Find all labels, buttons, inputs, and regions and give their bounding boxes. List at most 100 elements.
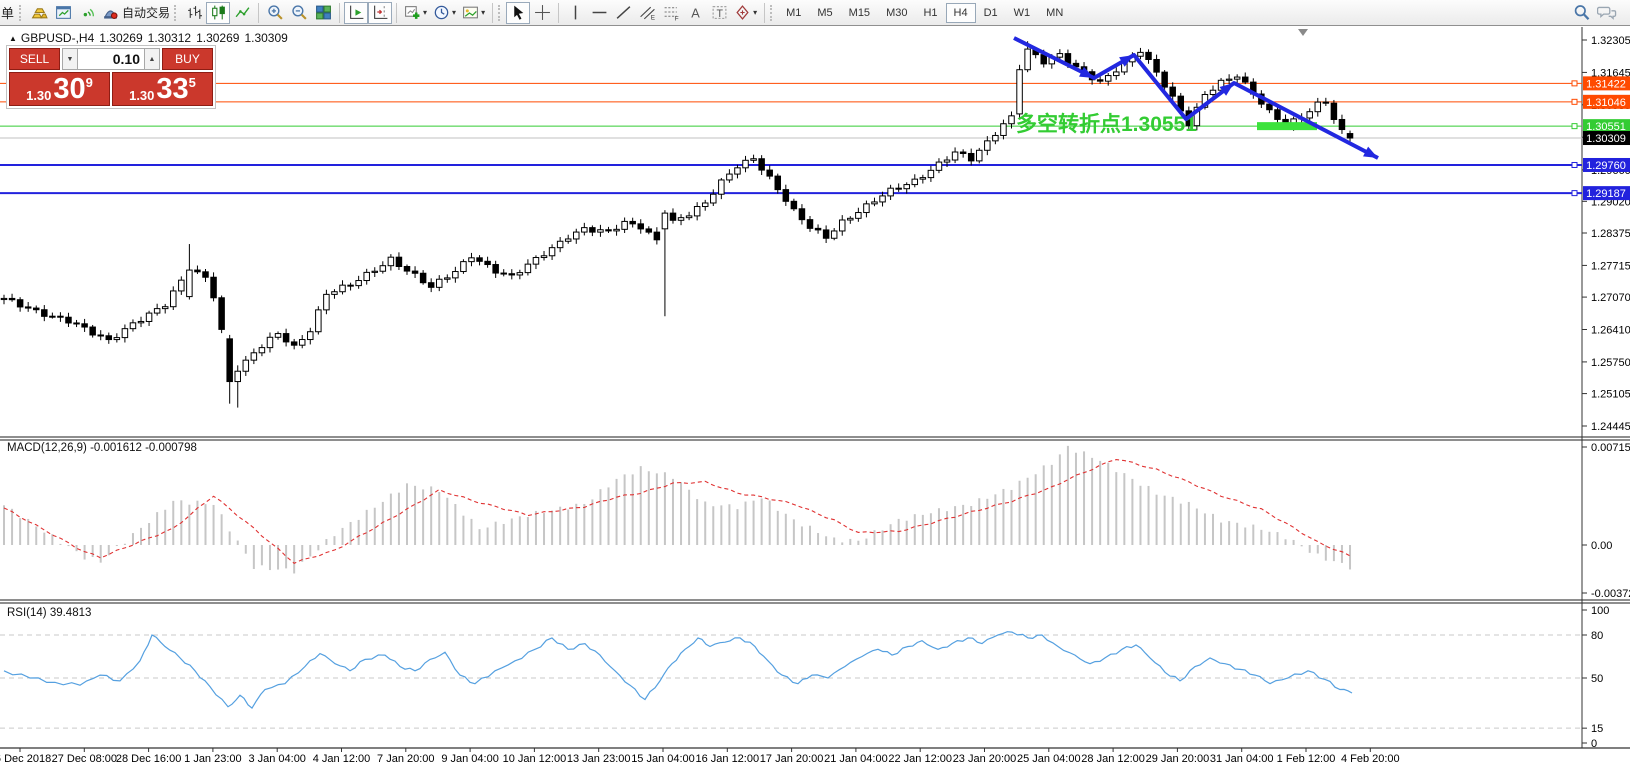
chart-shift-icon[interactable] bbox=[368, 1, 393, 24]
arrows-tool-button[interactable]: ▾ bbox=[731, 2, 760, 24]
svg-text:9 Jan 04:00: 9 Jan 04:00 bbox=[441, 753, 499, 765]
toolbar-separator bbox=[396, 2, 398, 23]
autotrading-button[interactable]: 自动交易 bbox=[99, 2, 173, 24]
sell-price-prefix: 1.30 bbox=[26, 88, 52, 103]
periods-button[interactable]: ▾ bbox=[430, 2, 459, 24]
toolbar-separator bbox=[339, 2, 341, 23]
svg-text:1.27070: 1.27070 bbox=[1591, 292, 1630, 304]
chevron-down-icon: ▾ bbox=[753, 8, 758, 17]
zoom-in-icon[interactable] bbox=[263, 2, 287, 24]
zoom-out-icon[interactable] bbox=[287, 2, 311, 24]
cursor-tool-icon[interactable] bbox=[506, 1, 531, 24]
gold-bars-icon[interactable] bbox=[27, 2, 51, 24]
text-label-tool-icon[interactable]: T bbox=[707, 2, 731, 24]
crosshair-tool-icon[interactable] bbox=[530, 2, 554, 24]
sell-price-big-digits: 30 bbox=[53, 73, 86, 106]
svg-text:F: F bbox=[674, 15, 678, 21]
horizontal-line-tool-icon[interactable] bbox=[587, 2, 611, 24]
timeframe-button-m15[interactable]: M15 bbox=[841, 3, 878, 23]
svg-text:0: 0 bbox=[1591, 738, 1597, 750]
svg-text:26 Dec 2018: 26 Dec 2018 bbox=[0, 753, 51, 765]
lot-size-input[interactable] bbox=[78, 48, 144, 70]
timeframe-button-mn[interactable]: MN bbox=[1038, 3, 1071, 23]
buy-price-prefix: 1.30 bbox=[129, 88, 155, 103]
lot-size-stepper: ▼ ▲ bbox=[62, 48, 160, 70]
timeframe-button-h4[interactable]: H4 bbox=[945, 2, 976, 23]
svg-text:1.25105: 1.25105 bbox=[1591, 389, 1630, 401]
toolbar-grip bbox=[498, 4, 503, 21]
rsi-label: RSI(14) 39.4813 bbox=[7, 607, 91, 619]
templates-button[interactable]: ▾ bbox=[459, 2, 488, 24]
bar-chart-type-icon[interactable] bbox=[182, 2, 206, 24]
new-chart-icon bbox=[405, 6, 420, 19]
buy-price-big-digits: 33 bbox=[156, 73, 189, 106]
svg-text:1.31046: 1.31046 bbox=[1586, 97, 1626, 109]
sell-price-button[interactable]: 1.30 30 9 bbox=[9, 72, 110, 106]
chevron-down-icon: ▾ bbox=[481, 8, 486, 17]
trendline-tool-icon[interactable] bbox=[611, 2, 635, 24]
sell-price-pipette: 9 bbox=[85, 75, 93, 90]
timeframe-button-h1[interactable]: H1 bbox=[915, 3, 945, 23]
chart-window-icon[interactable] bbox=[51, 2, 75, 24]
svg-text:1.30309: 1.30309 bbox=[1586, 133, 1626, 145]
pane-separators bbox=[0, 27, 1630, 749]
text-tool-icon[interactable]: A bbox=[683, 2, 707, 24]
shapes-icon bbox=[736, 5, 749, 20]
macd-label: MACD(12,26,9) -0.001612 -0.000798 bbox=[7, 442, 197, 454]
toolbar-grip bbox=[19, 4, 24, 21]
open-value: 1.30269 bbox=[99, 31, 143, 45]
expert-advisor-icon bbox=[104, 10, 118, 19]
main-toolbar: 单 自动交易 ▾ ▾ bbox=[0, 0, 1630, 27]
timeframe-button-m30[interactable]: M30 bbox=[878, 3, 915, 23]
trend-arrow[interactable] bbox=[1013, 36, 1379, 160]
sell-button[interactable]: SELL bbox=[9, 48, 60, 70]
buy-price-button[interactable]: 1.30 33 5 bbox=[112, 72, 213, 106]
svg-text:3 Jan 04:00: 3 Jan 04:00 bbox=[248, 753, 306, 765]
auto-scroll-icon[interactable] bbox=[344, 1, 369, 24]
timeframe-button-w1[interactable]: W1 bbox=[1006, 3, 1039, 23]
new-order-button[interactable]: 单 bbox=[1, 6, 15, 21]
search-icon[interactable] bbox=[1570, 2, 1594, 24]
chart-canvas[interactable]: 1.323051.316451.309851.303251.296601.290… bbox=[0, 26, 1630, 770]
vertical-line-tool-icon[interactable] bbox=[563, 2, 587, 24]
signal-icon[interactable] bbox=[75, 2, 99, 24]
svg-text:1.31422: 1.31422 bbox=[1586, 78, 1626, 90]
svg-text:1.24445: 1.24445 bbox=[1591, 421, 1630, 433]
fibonacci-tool-icon[interactable]: F bbox=[659, 2, 683, 24]
lot-increase-button[interactable]: ▲ bbox=[144, 48, 160, 70]
chart-shift-marker[interactable] bbox=[1298, 29, 1308, 36]
collapse-triangle-icon[interactable]: ▲ bbox=[9, 33, 17, 43]
tile-windows-icon[interactable] bbox=[311, 2, 335, 24]
chat-icon[interactable] bbox=[1594, 2, 1620, 24]
new-chart-button[interactable]: ▾ bbox=[401, 2, 430, 24]
svg-text:17 Jan 20:00: 17 Jan 20:00 bbox=[760, 753, 824, 765]
svg-text:1.30551: 1.30551 bbox=[1586, 121, 1626, 133]
svg-text:16 Jan 12:00: 16 Jan 12:00 bbox=[695, 753, 759, 765]
pivot-annotation-text[interactable]: 多空转折点1.30551 bbox=[1016, 112, 1197, 136]
svg-text:1.27715: 1.27715 bbox=[1591, 260, 1630, 272]
svg-text:100: 100 bbox=[1591, 605, 1609, 617]
macd-pane: MACD(12,26,9) -0.001612 -0.000798 0.00715… bbox=[3, 442, 1630, 600]
symbol-period-label: GBPUSD-,H4 bbox=[20, 31, 95, 45]
line-chart-type-icon[interactable] bbox=[230, 2, 254, 24]
svg-text:21 Jan 04:00: 21 Jan 04:00 bbox=[824, 753, 888, 765]
toolbar-grip bbox=[770, 4, 775, 21]
svg-text:10 Jan 12:00: 10 Jan 12:00 bbox=[503, 753, 567, 765]
candlestick-chart-type-icon[interactable] bbox=[206, 1, 231, 24]
svg-text:28 Dec 16:00: 28 Dec 16:00 bbox=[116, 753, 181, 765]
timeframe-button-m1[interactable]: M1 bbox=[778, 3, 809, 23]
pivot-highlight-bar[interactable] bbox=[1257, 122, 1317, 131]
high-value: 1.30312 bbox=[147, 31, 192, 45]
lot-decrease-button[interactable]: ▼ bbox=[62, 48, 78, 70]
timeframe-button-m5[interactable]: M5 bbox=[809, 3, 840, 23]
chart-title-bar: ▲ GBPUSD-,H4 1.30269 1.30312 1.30269 1.3… bbox=[9, 31, 293, 45]
toolbar-separator bbox=[764, 2, 766, 23]
svg-text:0.007158: 0.007158 bbox=[1591, 442, 1630, 454]
template-icon bbox=[463, 6, 478, 19]
channel-tool-icon[interactable]: E bbox=[635, 2, 659, 24]
timeframe-button-d1[interactable]: D1 bbox=[976, 3, 1006, 23]
buy-button[interactable]: BUY bbox=[162, 48, 213, 70]
clock-icon bbox=[434, 5, 449, 20]
toolbar-separator bbox=[492, 2, 494, 23]
svg-text:29 Jan 20:00: 29 Jan 20:00 bbox=[1146, 753, 1210, 765]
